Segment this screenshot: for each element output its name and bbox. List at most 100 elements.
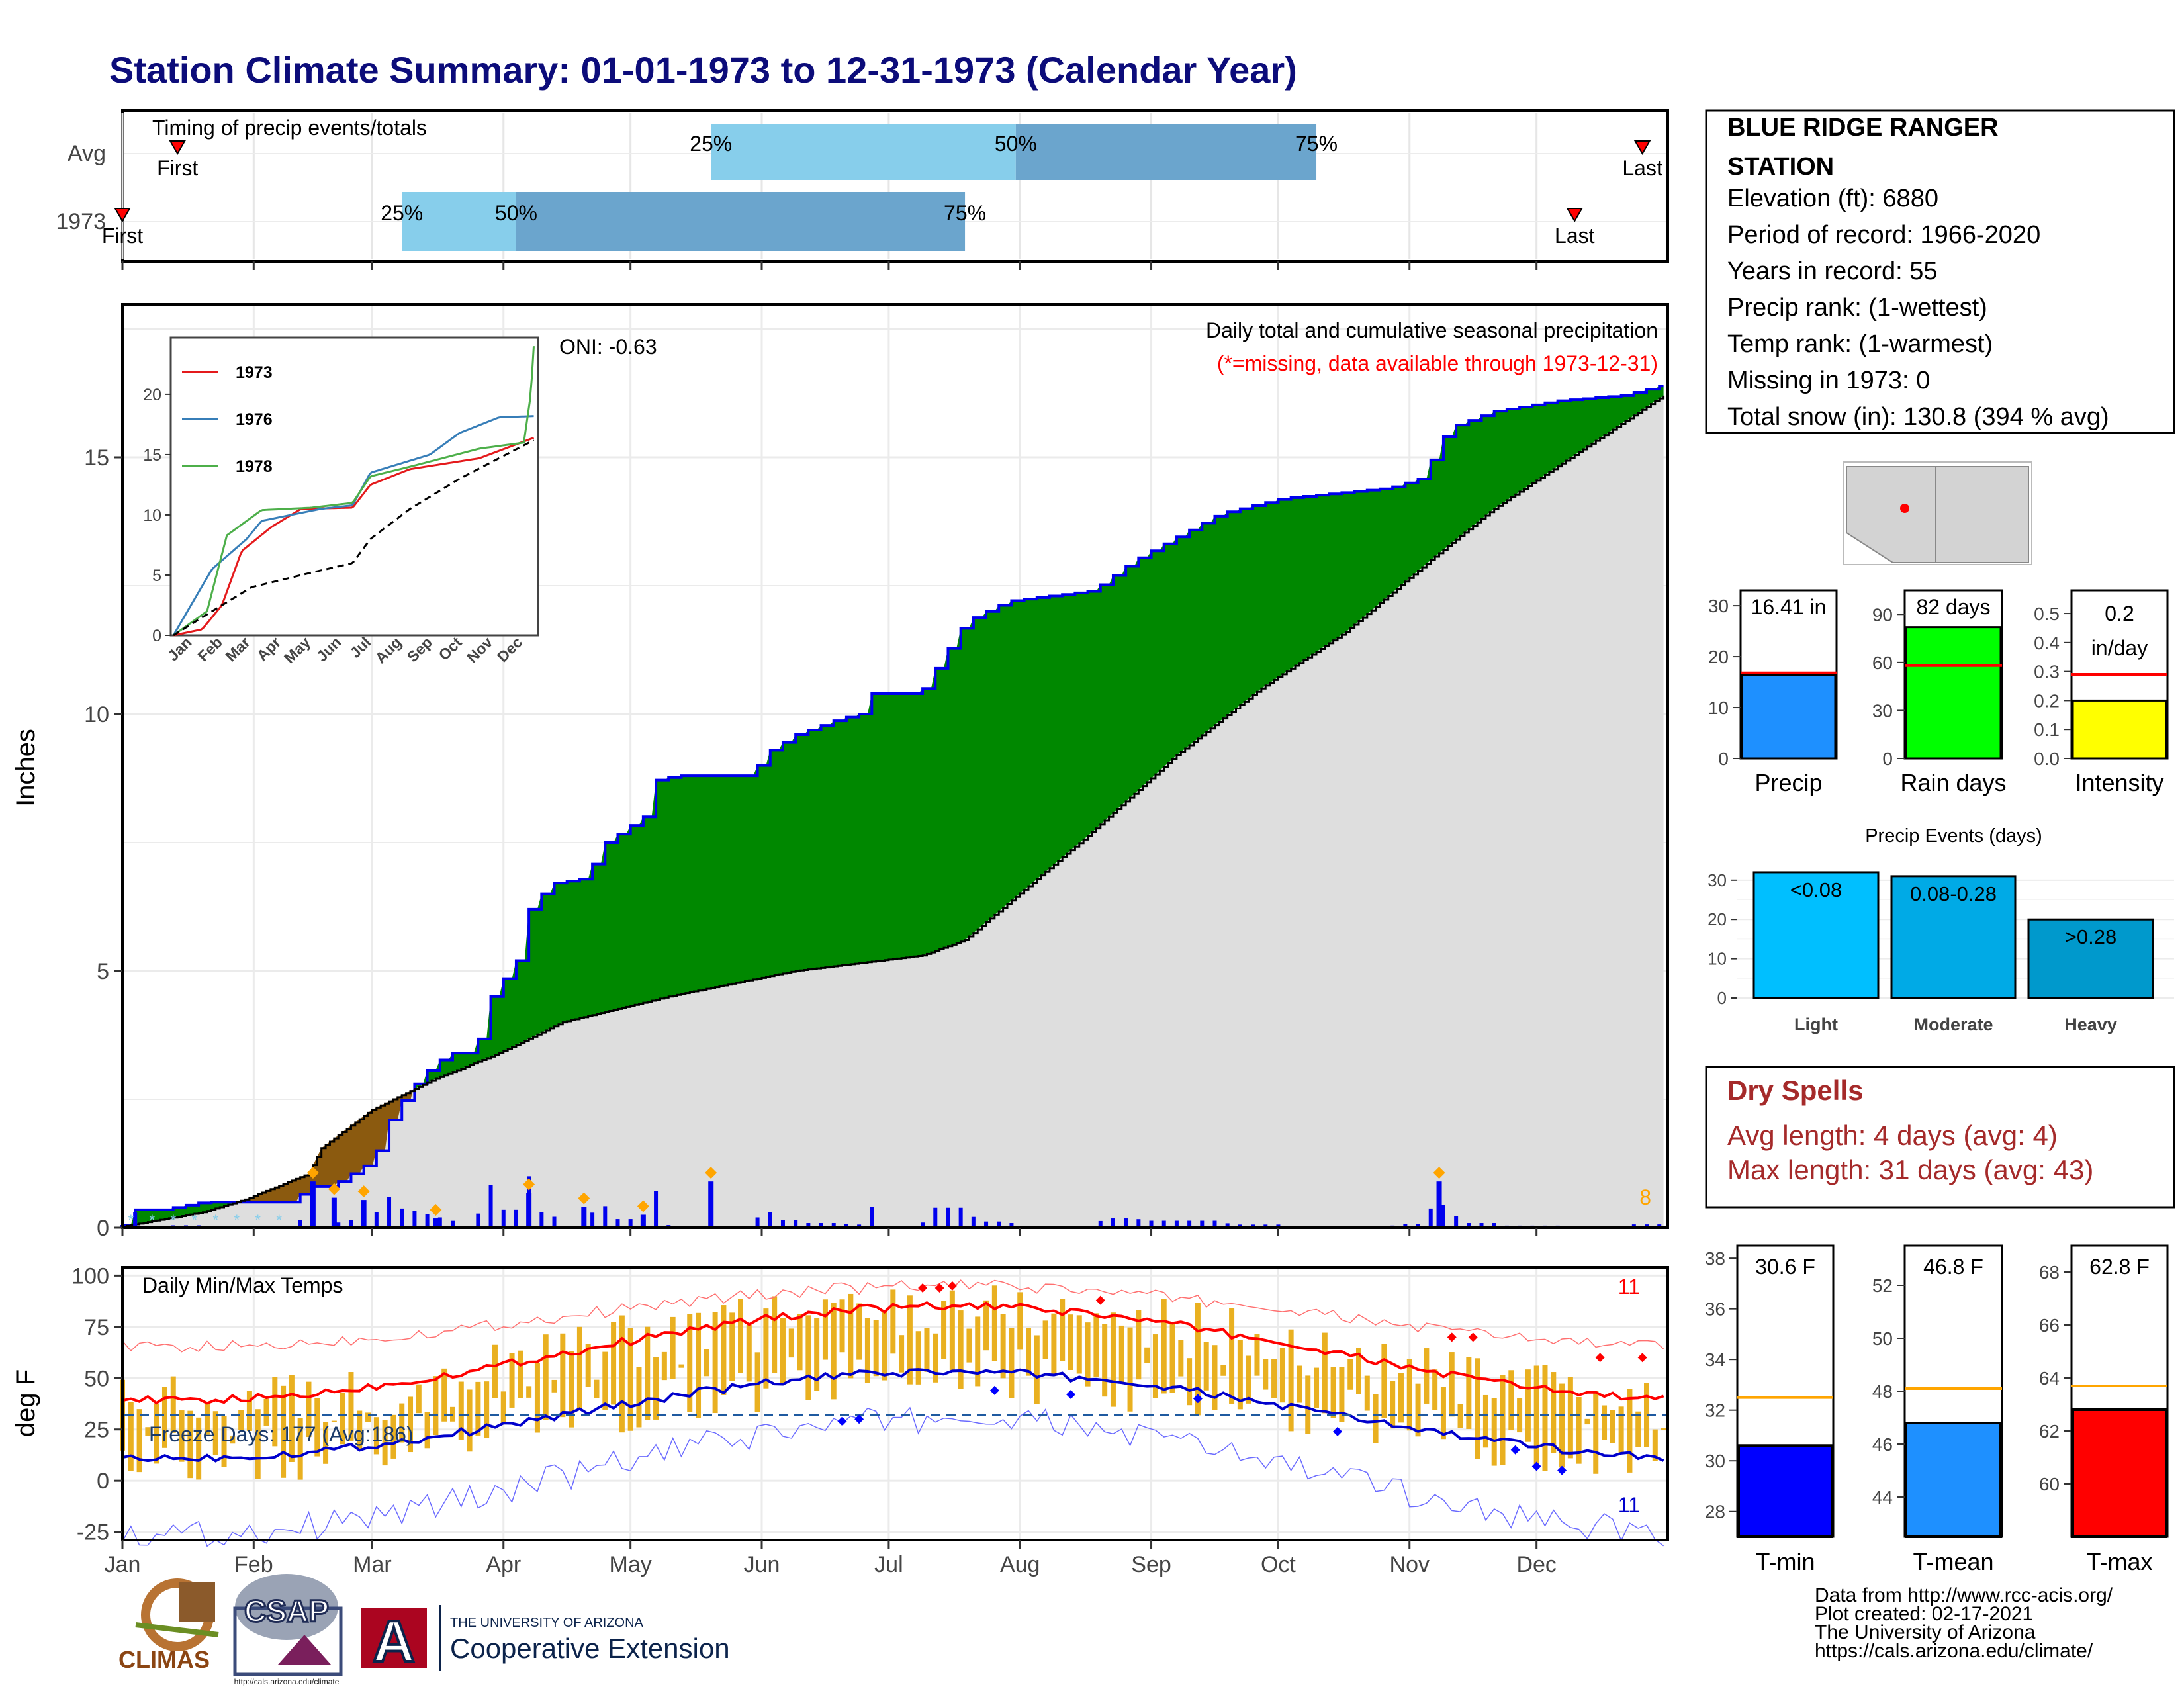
temp-count-bottom: 11 <box>1618 1493 1640 1517</box>
timing-q25-label: 25% <box>381 201 423 225</box>
daily-temp-range-bar <box>1542 1365 1548 1471</box>
daily-precip-bar <box>1263 1224 1268 1228</box>
average-cumulative-area <box>122 395 1664 1228</box>
timing-last-label: Last <box>1622 156 1662 180</box>
daily-temp-range-bar <box>1449 1352 1455 1417</box>
inset-line-1976 <box>172 415 534 636</box>
daily-temp-range-bar <box>712 1312 718 1414</box>
daily-precip-bar <box>1441 1205 1445 1228</box>
oni-label: ONI: -0.63 <box>559 335 657 359</box>
daily-precip-bar <box>298 1220 302 1228</box>
daily-temp-range-bar <box>1136 1310 1142 1380</box>
daily-precip-bar <box>349 1220 353 1228</box>
timing-row-avg-label: Avg <box>68 141 106 166</box>
record-high-marker <box>1447 1332 1457 1342</box>
station-info-box: BLUE RIDGE RANGER STATION Elevation (ft)… <box>1705 109 2175 434</box>
month-tick-label: Jun <box>744 1552 780 1577</box>
daily-temp-range-bar <box>323 1422 329 1464</box>
station-location-marker <box>1900 504 1909 513</box>
inset-ytick-label: 20 <box>143 386 161 404</box>
daily-precip-bar <box>1174 1220 1179 1228</box>
precip-subtitle: (*=missing, data available through 1973-… <box>1217 351 1658 375</box>
temp-bar-t-max <box>2071 1408 2167 1538</box>
daily-precip-bar <box>1161 1220 1166 1228</box>
above-average-area <box>122 1201 242 1227</box>
temp-bar-label: T-mean <box>1913 1548 1993 1575</box>
events-bar-range-label: >0.28 <box>2065 925 2116 948</box>
events-bar-label: Heavy <box>2064 1015 2117 1034</box>
daily-temp-range-bar <box>1567 1377 1573 1459</box>
daily-temp-range-bar <box>1652 1429 1658 1461</box>
daily-temp-range-bar <box>1297 1365 1302 1403</box>
timing-first-marker <box>169 140 186 155</box>
summary-bar-ytick-label: 0.3 <box>2034 662 2060 682</box>
snow-day-marker: * <box>276 1212 282 1228</box>
daily-temp-range-bar <box>1093 1313 1099 1377</box>
temp-bar-value-label: 62.8 F <box>2089 1255 2150 1279</box>
snow-day-marker: * <box>234 1212 240 1228</box>
timing-first-marker <box>114 208 131 222</box>
daily-temp-range-bar <box>1110 1312 1116 1407</box>
daily-temp-range-bar <box>805 1315 811 1400</box>
timing-last-marker <box>1633 140 1651 155</box>
daily-temp-range-bar <box>653 1357 659 1420</box>
temp-ytick-label: 0 <box>97 1469 109 1494</box>
record-low-marker <box>837 1416 847 1426</box>
daily-temp-range-bar <box>822 1299 828 1360</box>
temp-bar-ytick-label: 62 <box>2039 1421 2060 1441</box>
summary-bar-ytick-label: 90 <box>1872 604 1893 625</box>
events-bar-heavy <box>2027 918 2154 999</box>
daily-temp-range-bar <box>1406 1359 1412 1431</box>
daily-precip-bar <box>997 1221 1001 1228</box>
record-max-line <box>122 1279 1664 1353</box>
daily-temp-range-bar <box>1263 1359 1269 1390</box>
daily-precip-bar <box>1657 1224 1662 1228</box>
daily-temp-range-bar <box>484 1381 490 1439</box>
daily-temp-range-bar <box>365 1412 371 1422</box>
locator-map <box>1843 461 2032 565</box>
precip-ylabel: Inches <box>11 729 40 807</box>
daily-precip-bar <box>1225 1223 1230 1228</box>
month-tick-label: Mar <box>353 1552 392 1577</box>
daily-temp-range-bar <box>754 1352 760 1412</box>
station-years: Years in record: 55 <box>1727 257 1938 285</box>
daily-temp-range-bar <box>738 1299 743 1373</box>
month-tick-label: Apr <box>486 1552 521 1577</box>
daily-temp-range-bar <box>1288 1329 1294 1432</box>
station-precip-rank: Precip rank: (1-wettest) <box>1727 294 1987 322</box>
daily-temp-range-bar <box>560 1333 566 1418</box>
extreme-precip-marker <box>430 1204 442 1216</box>
temp-ytick-label: 100 <box>71 1263 109 1289</box>
daily-temp-range-bar <box>1525 1369 1531 1442</box>
daily-temp-range-bar <box>306 1381 312 1438</box>
daily-temp-range-bar <box>1627 1389 1633 1473</box>
daily-temp-range-bar <box>1026 1328 1032 1376</box>
timing-q50-q75-bar <box>516 192 966 251</box>
snow-day-marker: * <box>212 1212 218 1228</box>
record-low-marker <box>854 1414 864 1424</box>
daily-temp-range-bar <box>297 1418 303 1480</box>
daily-temp-range-bar <box>1127 1327 1133 1412</box>
daily-temp-range-bar <box>763 1308 769 1389</box>
summary-bar-ytick-label: 0.2 <box>2034 690 2060 711</box>
page-title: Station Climate Summary: 01-01-1973 to 1… <box>109 49 1297 91</box>
daily-precip-bar <box>433 1218 439 1228</box>
daily-temp-range-bar <box>856 1303 862 1360</box>
daily-temp-range-bar <box>1415 1383 1421 1437</box>
daily-precip-bar <box>1238 1224 1242 1228</box>
daily-temp-range-bar <box>975 1316 981 1387</box>
snow-day-marker: * <box>170 1212 176 1228</box>
footer-line-2: Plot created: 02-17-2021 <box>1815 1603 2033 1625</box>
daily-precip-bar <box>412 1211 417 1228</box>
events-title: Precip Events (days) <box>1865 825 2042 846</box>
daily-temp-range-bar <box>1322 1332 1328 1414</box>
extreme-precip-marker <box>523 1178 535 1191</box>
timing-q75-label: 75% <box>944 201 986 225</box>
daily-precip-bar <box>615 1219 620 1228</box>
events-bar-label: Moderate <box>1913 1015 1993 1034</box>
daily-temp-range-bar <box>1559 1383 1565 1468</box>
daily-temp-range-bar <box>1178 1340 1184 1377</box>
month-tick-label: Jan <box>105 1552 141 1577</box>
daily-temp-range-bar <box>746 1324 752 1382</box>
daily-temp-range-bar <box>569 1351 574 1428</box>
